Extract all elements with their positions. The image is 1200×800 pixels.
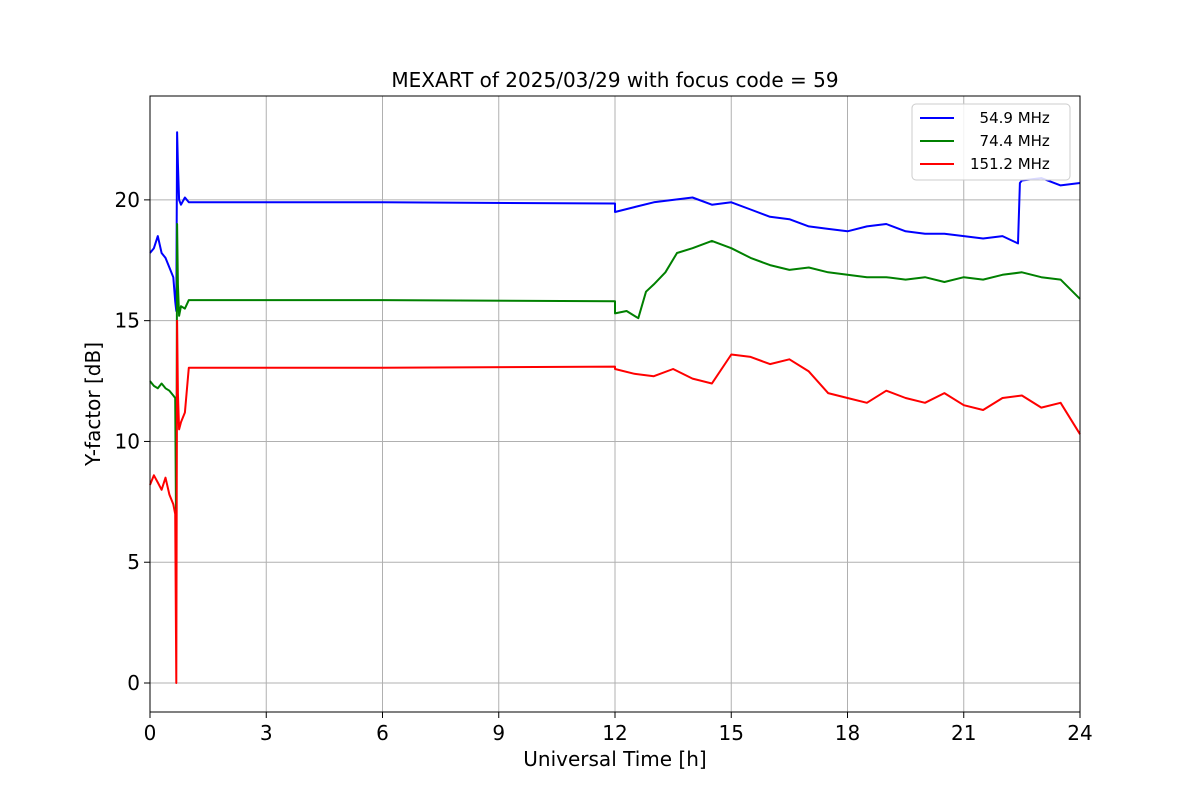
- x-tick-label: 9: [492, 721, 505, 745]
- ticks-layer: 0 3 6 9 12 15 18 21 24 0 5 10 15 20: [115, 188, 1093, 745]
- x-tick-label: 3: [260, 721, 273, 745]
- series-line-2: [149, 319, 1081, 684]
- y-tick-label: 10: [115, 429, 140, 453]
- legend-label: 54.9 MHz: [970, 109, 1050, 127]
- y-axis-label: Y-factor [dB]: [81, 342, 105, 467]
- y-tick-label: 15: [115, 309, 140, 333]
- x-tick-label: 12: [602, 721, 627, 745]
- y-tick-label: 0: [127, 671, 140, 695]
- x-axis-label: Universal Time [h]: [523, 747, 706, 771]
- x-tick-label: 6: [376, 721, 389, 745]
- legend-label: 74.4 MHz: [970, 132, 1050, 150]
- y-tick-label: 20: [115, 188, 140, 212]
- series-line-0: [149, 131, 1081, 312]
- series-layer: [149, 131, 1081, 684]
- series-line-1: [149, 223, 1081, 564]
- y-tick-label: 5: [127, 550, 140, 574]
- x-tick-label: 15: [719, 721, 744, 745]
- x-tick-label: 21: [951, 721, 976, 745]
- legend-label: 151.2 MHz: [970, 155, 1050, 173]
- x-tick-label: 24: [1067, 721, 1092, 745]
- chart-title: MEXART of 2025/03/29 with focus code = 5…: [391, 68, 838, 92]
- x-tick-label: 18: [835, 721, 860, 745]
- legend: 54.9 MHz 74.4 MHz 151.2 MHz: [911, 103, 1071, 181]
- x-tick-label: 0: [144, 721, 157, 745]
- legend-box: [911, 103, 1071, 181]
